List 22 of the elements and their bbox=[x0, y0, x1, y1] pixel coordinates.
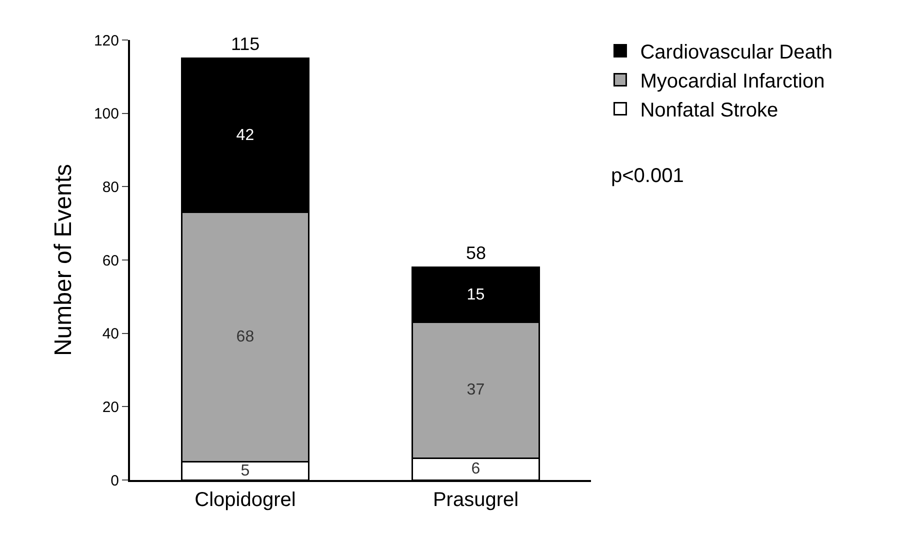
data-label: 5 bbox=[240, 462, 250, 480]
y-axis-title: Number of Events bbox=[50, 164, 77, 356]
total-label: 115 bbox=[231, 34, 260, 54]
x-tick-label: Prasugrel bbox=[432, 489, 519, 511]
data-label: 15 bbox=[466, 286, 485, 304]
y-tick-label: 100 bbox=[94, 106, 119, 123]
y-tick-label: 20 bbox=[102, 398, 119, 416]
data-label: 37 bbox=[466, 382, 485, 399]
y-tick-label: 0 bbox=[110, 472, 119, 490]
legend-label: Nonfatal Stroke bbox=[640, 100, 778, 122]
y-tick-label: 80 bbox=[102, 178, 119, 196]
data-label: 68 bbox=[236, 328, 254, 346]
x-tick-label: Clopidogrel bbox=[194, 489, 296, 511]
legend-label: Cardiovascular Death bbox=[640, 42, 833, 64]
y-tick-label: 60 bbox=[102, 252, 119, 270]
y-tick-label: 120 bbox=[94, 32, 119, 50]
data-label: 42 bbox=[236, 126, 254, 144]
text: p<0.001 bbox=[611, 165, 684, 187]
data-label: 6 bbox=[471, 460, 480, 478]
total-label: 58 bbox=[466, 243, 486, 263]
legend-label: Myocardial Infarction bbox=[640, 70, 825, 92]
y-tick-label: 40 bbox=[102, 326, 119, 343]
